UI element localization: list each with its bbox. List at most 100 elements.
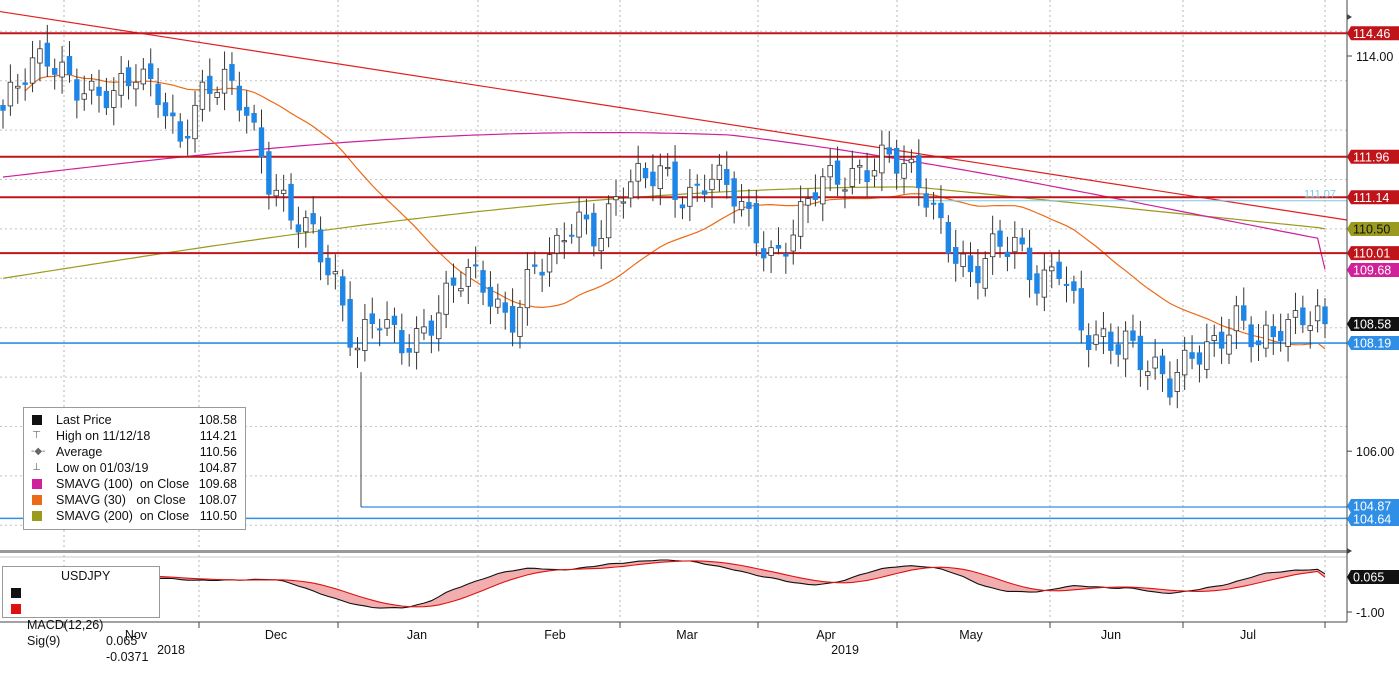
candle-up — [1211, 335, 1217, 341]
candle-down — [0, 105, 6, 111]
candle — [1137, 320, 1144, 387]
candle-up — [1233, 305, 1240, 332]
candle — [184, 119, 191, 156]
signal-swatch — [11, 604, 21, 614]
candle — [997, 219, 1003, 258]
sma100-swatch — [32, 479, 42, 489]
axis-arrow — [1347, 14, 1352, 20]
candle-up — [908, 158, 915, 164]
legend-value: 114.21 — [199, 429, 237, 443]
macd-symbol: USDJPY — [61, 569, 111, 583]
candle — [1152, 338, 1158, 380]
candle — [29, 41, 36, 93]
candle-up — [879, 144, 885, 174]
candle-up — [1204, 341, 1210, 370]
candle — [1004, 236, 1011, 272]
candle-up — [421, 326, 427, 334]
candle — [421, 309, 427, 341]
candle-down — [1196, 352, 1203, 365]
candle — [1181, 336, 1188, 390]
candle — [1204, 323, 1210, 379]
candle-down — [812, 192, 819, 200]
candle — [701, 174, 708, 202]
candle — [1108, 323, 1114, 365]
candle-up — [465, 266, 471, 287]
candle — [908, 149, 915, 173]
candle — [1100, 312, 1107, 354]
candle — [81, 75, 87, 111]
candle-down — [1167, 378, 1173, 398]
candle-up — [29, 57, 36, 84]
candle — [317, 216, 324, 281]
x-month-label: Apr — [816, 628, 835, 642]
price-tag: 110.50 — [1347, 222, 1399, 237]
candle-down — [66, 56, 73, 76]
x-month-label: Feb — [544, 628, 566, 642]
candle-down — [1026, 247, 1033, 281]
candle-up — [1041, 269, 1048, 298]
candle-down — [539, 271, 545, 276]
candle — [967, 242, 974, 287]
candle — [325, 244, 331, 286]
price-tags: 114.46 111.96 111.14 110.01 108.19 104.64 110.… — [1347, 26, 1399, 585]
candles — [0, 24, 1328, 409]
y-tick-label: 106.00 — [1356, 445, 1394, 459]
candle — [642, 162, 649, 189]
candle-down — [1241, 305, 1247, 321]
candle — [532, 251, 538, 275]
candle — [1063, 266, 1070, 303]
candle-down — [753, 203, 760, 244]
candle-down — [1019, 237, 1025, 245]
candle-down — [399, 330, 405, 354]
candle — [155, 67, 161, 118]
candle — [214, 86, 220, 105]
candle-down — [1218, 331, 1225, 349]
legend-value: 110.56 — [199, 445, 237, 459]
candle-down — [701, 190, 708, 195]
price-tag-label: 0.065 — [1353, 571, 1384, 585]
candle-down — [1300, 307, 1306, 326]
candle — [487, 271, 494, 325]
price-tag-label: 108.58 — [1353, 318, 1391, 332]
candle-down — [450, 277, 457, 286]
candle — [938, 185, 944, 234]
candle-down — [694, 183, 700, 186]
candle-down — [642, 167, 649, 179]
price-tag-bg — [1347, 246, 1399, 261]
x-month-label: May — [959, 628, 983, 642]
macd-legend: USDJPY MACD(12,26) 0.065 Sig(9) -0.0371 — [2, 566, 160, 664]
candle-down — [1063, 283, 1070, 286]
candle-down — [310, 213, 316, 225]
candle — [1211, 324, 1217, 357]
candle-up — [1314, 305, 1321, 322]
candle-down — [295, 224, 302, 233]
candle-up — [613, 196, 619, 201]
legend-sma200: SMAVG (200) on Close 110.50 — [24, 508, 245, 524]
legend-label: High on 11/12/18 — [56, 429, 151, 443]
candle-down — [236, 85, 243, 111]
candle-up — [657, 165, 664, 190]
candle — [805, 188, 811, 224]
candle — [871, 158, 878, 188]
candle — [1049, 252, 1055, 289]
candle-up — [15, 85, 21, 89]
candle — [15, 73, 21, 104]
candle — [761, 231, 767, 272]
last-price-swatch — [32, 415, 42, 425]
candle — [369, 297, 375, 339]
candle — [797, 185, 804, 249]
candle-down — [1004, 251, 1011, 257]
candle — [635, 145, 641, 200]
candle-up — [628, 181, 634, 199]
candle — [288, 173, 294, 230]
candle — [724, 151, 730, 199]
candle-up — [901, 163, 907, 179]
candle — [88, 73, 95, 105]
candle — [1041, 253, 1048, 312]
average-marker-icon: -◆- — [31, 446, 46, 457]
candle-down — [864, 170, 870, 183]
candle — [628, 169, 634, 208]
candle — [465, 258, 471, 304]
candle-up — [554, 234, 560, 254]
candle — [199, 69, 206, 122]
